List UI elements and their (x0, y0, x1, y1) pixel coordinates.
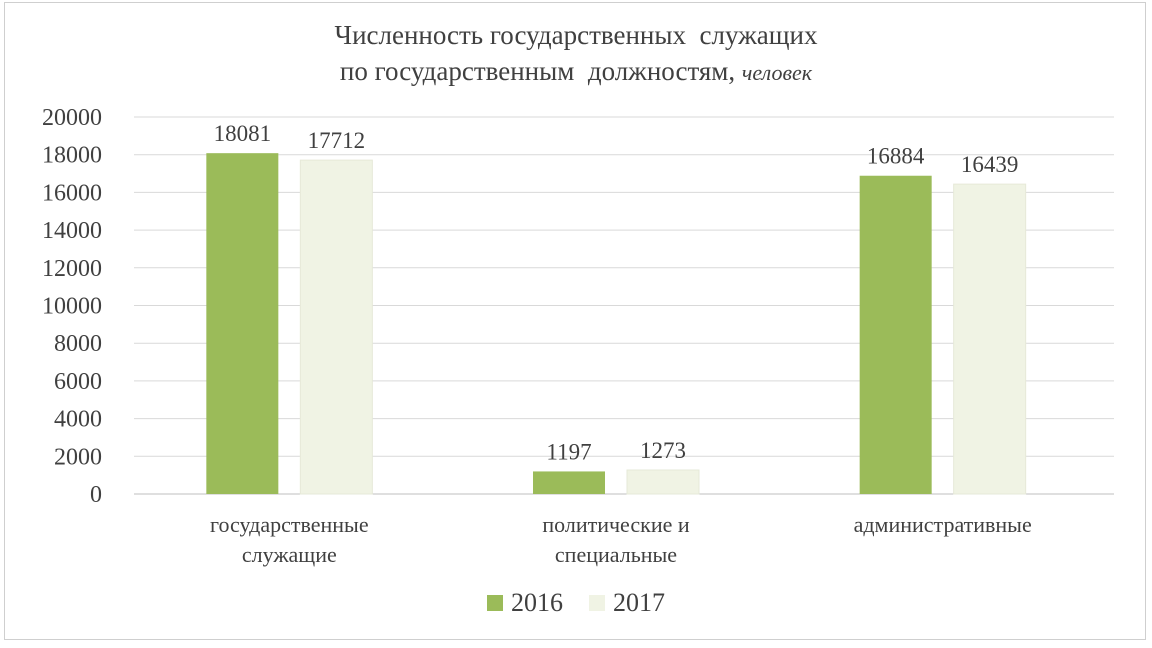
legend-swatch-2017 (589, 595, 605, 611)
category-label: служащие (242, 542, 337, 567)
y-tick-label: 6000 (54, 369, 102, 395)
bar-2016 (206, 153, 279, 494)
y-tick-label: 10000 (42, 294, 102, 320)
category-label: государственные (210, 512, 369, 537)
data-label: 16884 (867, 144, 925, 169)
category-label: специальные (555, 542, 677, 567)
bar-2017 (953, 183, 1027, 495)
legend-item-2017: 2017 (589, 588, 665, 618)
category-label: административные (854, 512, 1032, 537)
chart-title-unit: человек (741, 60, 813, 85)
chart-title-line2: по государственным должностям, человек (0, 56, 1152, 87)
chart-title-line2-text: по государственным должностям, (339, 56, 736, 86)
data-label: 17712 (308, 128, 366, 153)
bar-2016 (533, 471, 605, 494)
data-label: 18081 (214, 121, 272, 146)
bar-2017 (299, 159, 373, 495)
legend-label-2016: 2016 (511, 588, 563, 617)
data-label: 1273 (640, 438, 686, 463)
y-tick-label: 16000 (42, 180, 102, 206)
y-tick-label: 14000 (42, 218, 102, 244)
data-label: 16439 (961, 152, 1019, 177)
y-tick-label: 18000 (42, 143, 102, 169)
chart-title-line1: Численность государственных служащих (334, 20, 818, 50)
bar-2017 (626, 469, 700, 495)
bar-2016 (859, 175, 932, 494)
data-label: 1197 (546, 439, 591, 464)
legend-item-2016: 2016 (487, 588, 563, 618)
y-tick-label: 12000 (42, 256, 102, 282)
y-tick-label: 8000 (54, 331, 102, 357)
y-tick-label: 0 (90, 482, 102, 508)
legend-label-2017: 2017 (613, 588, 665, 617)
legend-swatch-2016 (487, 595, 503, 611)
y-tick-label: 4000 (54, 407, 102, 433)
category-label: политические и (542, 512, 689, 537)
y-tick-label: 2000 (54, 444, 102, 470)
y-tick-label: 20000 (42, 105, 102, 131)
legend: 2016 2017 (0, 588, 1152, 618)
